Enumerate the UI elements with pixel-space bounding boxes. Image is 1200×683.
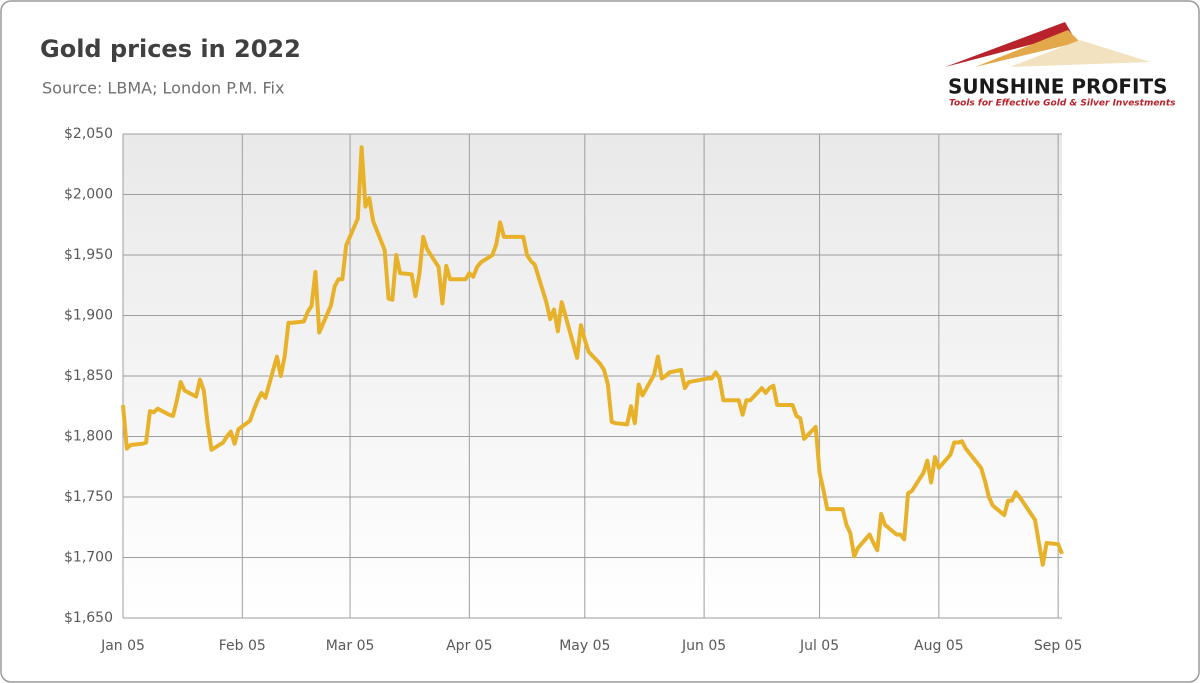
y-tick-label: $1,750 xyxy=(64,489,113,505)
x-tick-label: Apr 05 xyxy=(446,638,492,654)
y-tick-label: $1,700 xyxy=(64,550,113,566)
y-tick-label: $1,900 xyxy=(64,308,113,324)
chart-title: Gold prices in 2022 xyxy=(40,35,301,63)
x-tick-label: Jun 05 xyxy=(681,638,726,654)
logo-tagline: Tools for Effective Gold & Silver Invest… xyxy=(949,99,1176,109)
x-tick-label: May 05 xyxy=(559,638,610,654)
logo-name: SUNSHINE PROFITS xyxy=(948,75,1168,99)
logo-ray xyxy=(1010,40,1150,67)
logo-ray xyxy=(975,30,1080,67)
y-tick-label: $1,800 xyxy=(64,429,113,445)
y-tick-label: $2,050 xyxy=(64,126,113,142)
price-line xyxy=(121,145,1064,567)
x-tick-label: Feb 05 xyxy=(219,638,266,654)
y-tick-label: $2,000 xyxy=(64,187,113,203)
x-tick-label: Aug 05 xyxy=(914,638,964,654)
x-tick-label: Jan 05 xyxy=(100,638,145,654)
y-tick-label: $1,650 xyxy=(64,610,113,626)
x-tick-label: Jul 05 xyxy=(799,638,839,654)
y-tick-label: $1,950 xyxy=(64,247,113,263)
y-tick-label: $1,850 xyxy=(64,368,113,384)
logo-ray xyxy=(945,22,1072,67)
x-tick-label: Mar 05 xyxy=(326,638,375,654)
chart-subtitle: Source: LBMA; London P.M. Fix xyxy=(42,79,284,98)
logo: SUNSHINE PROFITS Tools for Effective Gol… xyxy=(945,22,1176,109)
x-tick-label: Sep 05 xyxy=(1034,638,1083,654)
